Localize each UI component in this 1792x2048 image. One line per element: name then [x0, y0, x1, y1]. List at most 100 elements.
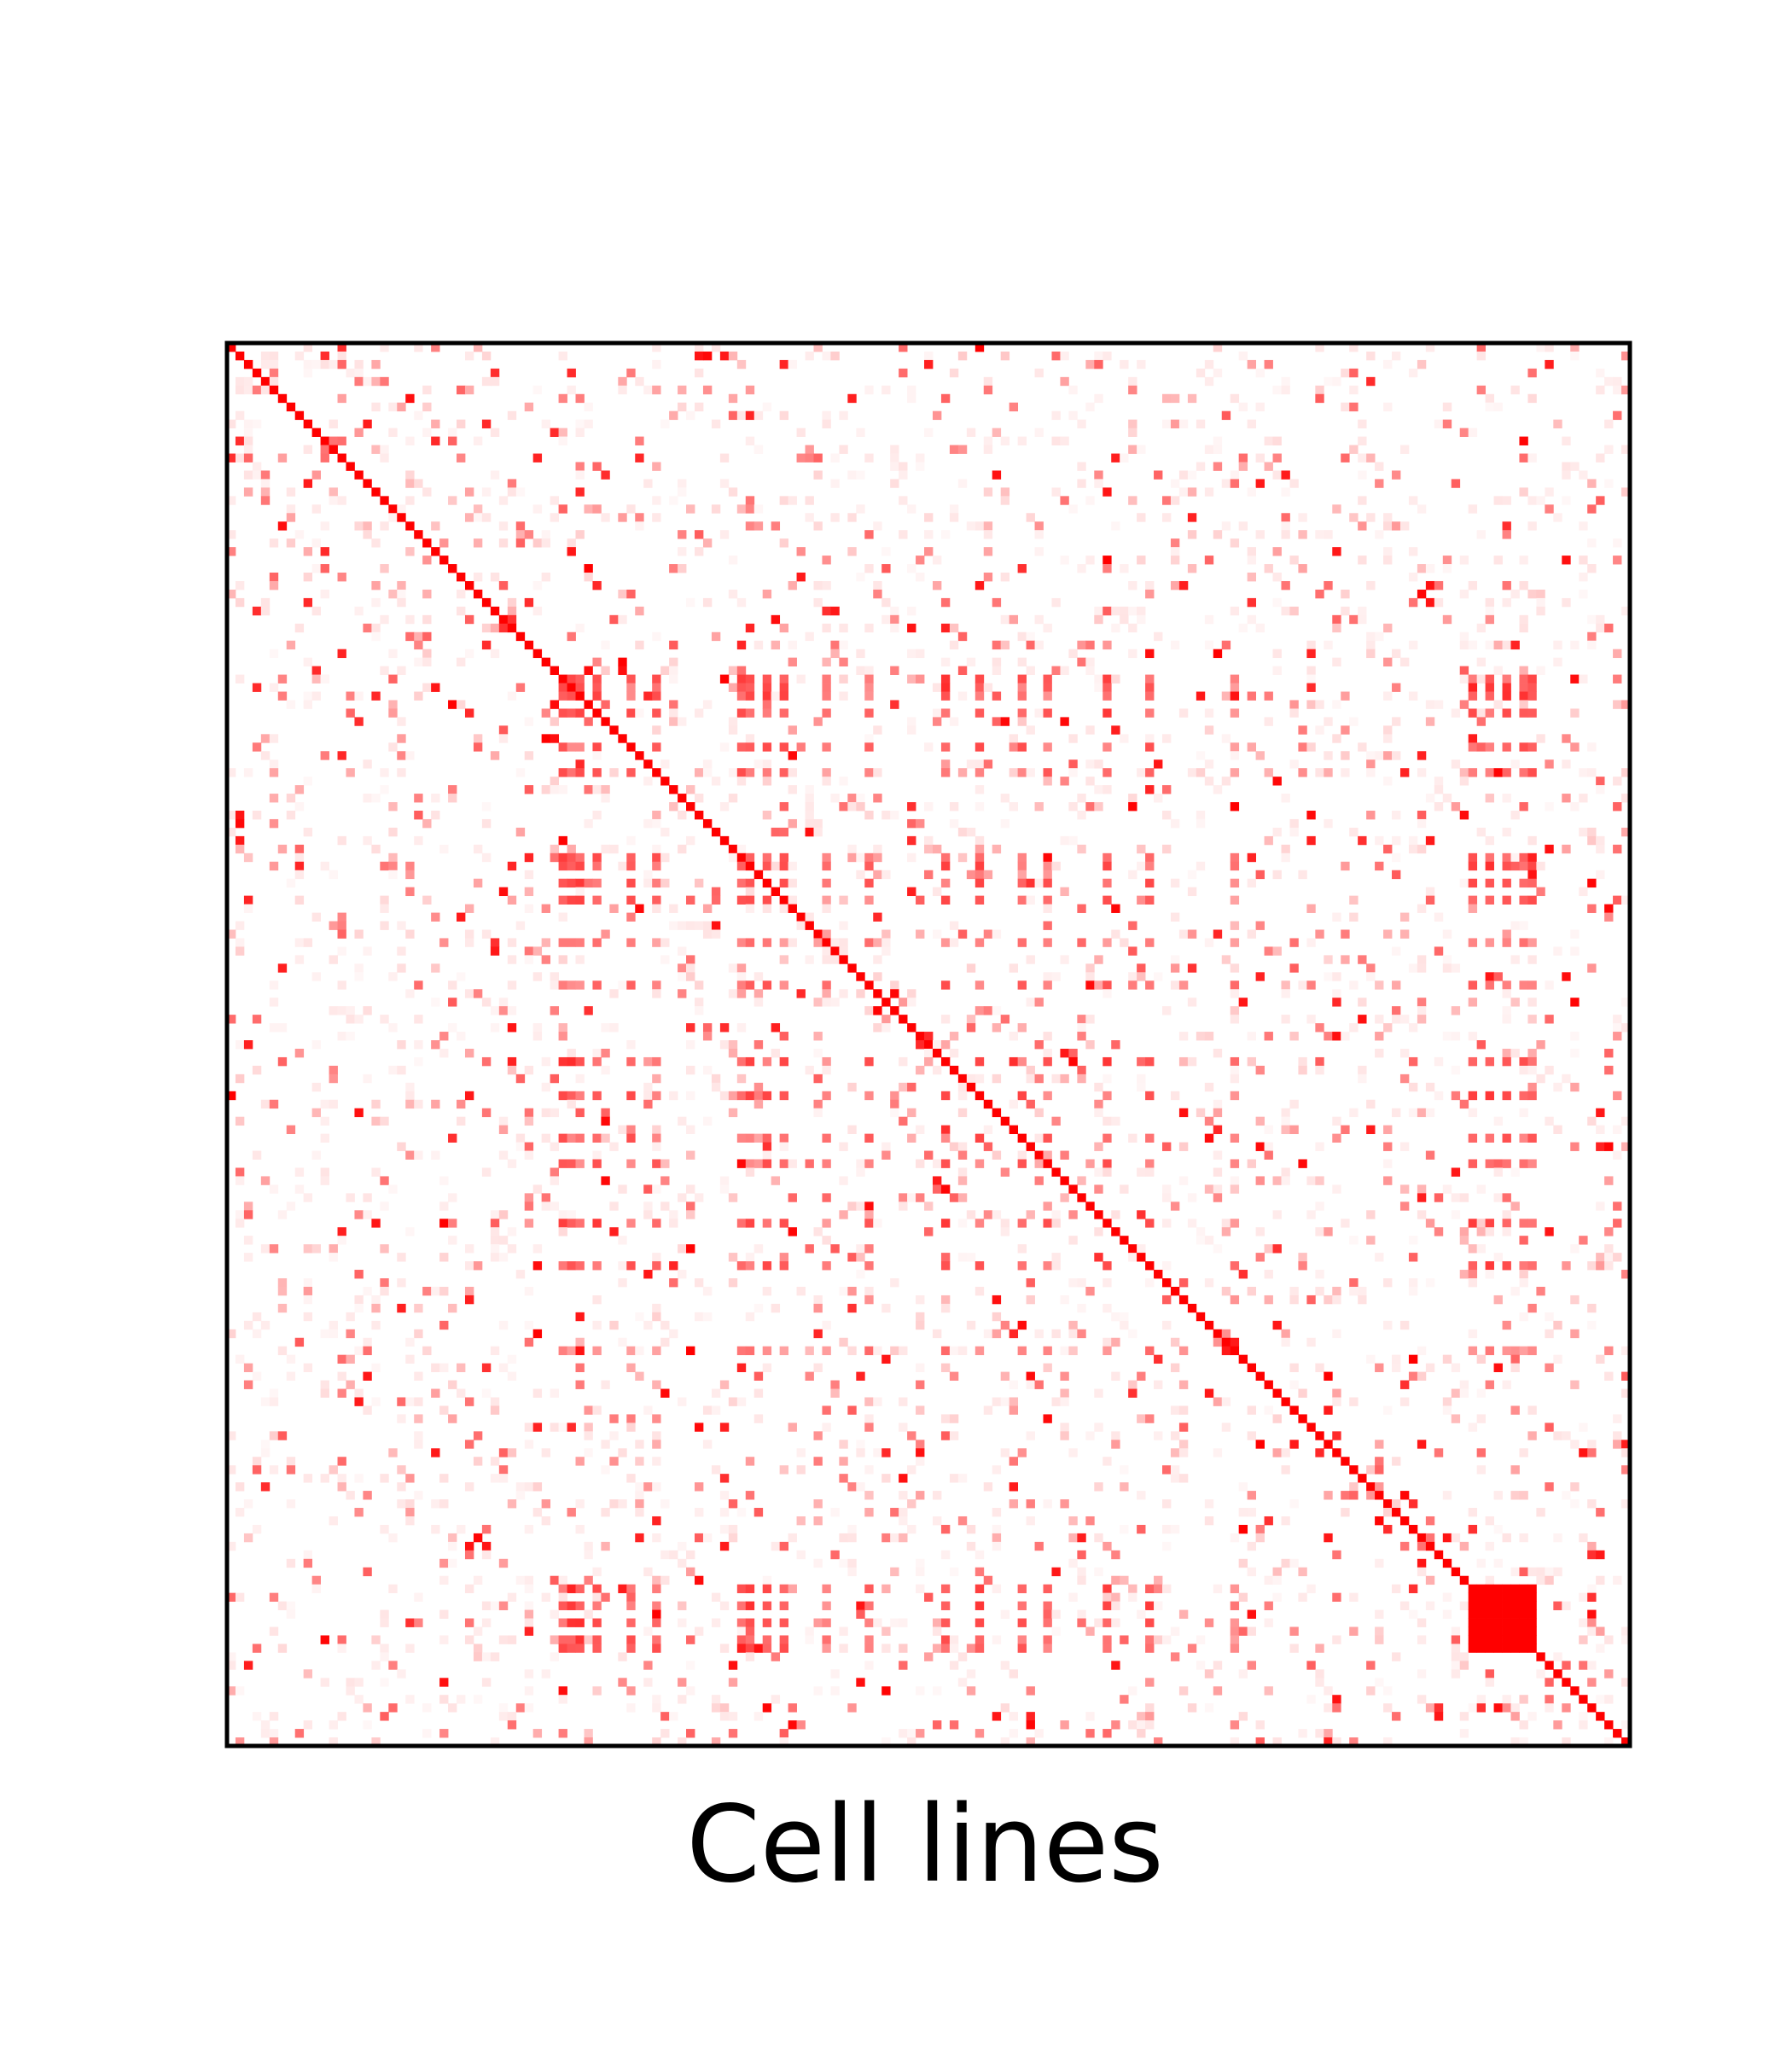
heatmap-cell — [652, 1575, 661, 1585]
heatmap-cell — [1034, 640, 1044, 650]
heatmap-cell — [1272, 1176, 1282, 1185]
heatmap-cell — [856, 649, 865, 659]
heatmap-cell — [601, 1065, 610, 1075]
heatmap-cell — [1026, 1516, 1035, 1526]
heatmap-cell — [405, 1091, 415, 1101]
heatmap-cell — [303, 1720, 313, 1730]
heatmap-cell — [1094, 1482, 1103, 1492]
heatmap-cell — [422, 818, 432, 829]
heatmap-cell — [243, 385, 253, 395]
heatmap-cell — [864, 1244, 874, 1254]
heatmap-cell — [1298, 1261, 1307, 1271]
heatmap-cell — [490, 1474, 500, 1483]
heatmap-cell — [575, 487, 585, 497]
heatmap-cell — [1255, 972, 1265, 981]
heatmap-cell — [1034, 998, 1044, 1007]
heatmap-cell — [422, 589, 432, 599]
heatmap-cell — [1017, 895, 1027, 905]
heatmap-cell — [1204, 1499, 1214, 1509]
heatmap-cell — [575, 938, 585, 947]
heatmap-cell — [464, 708, 474, 718]
heatmap-cell — [1145, 1091, 1155, 1101]
heatmap-cell — [227, 419, 236, 429]
heatmap-cell — [1604, 1695, 1614, 1704]
heatmap-cell — [567, 861, 576, 871]
heatmap-cell — [1536, 1286, 1545, 1296]
heatmap-cell — [1137, 895, 1146, 905]
heatmap-cell — [1366, 376, 1376, 387]
heatmap-cell — [422, 428, 432, 437]
heatmap-cell — [1145, 649, 1155, 659]
heatmap-cell — [1145, 1584, 1155, 1594]
heatmap-cell — [745, 742, 755, 752]
heatmap-cell — [822, 1236, 831, 1245]
heatmap-cell — [397, 1482, 406, 1492]
heatmap-cell — [753, 1371, 764, 1381]
heatmap-cell — [771, 1023, 781, 1033]
heatmap-cell — [1145, 1261, 1155, 1271]
heatmap-cell — [1204, 359, 1214, 369]
heatmap-cell — [873, 580, 882, 591]
heatmap-cell — [1519, 1626, 1528, 1636]
heatmap-cell — [992, 1533, 1002, 1543]
heatmap-cell — [830, 1686, 840, 1696]
heatmap-cell — [1272, 385, 1282, 395]
heatmap-cell — [762, 852, 772, 863]
heatmap-cell — [507, 1371, 517, 1381]
heatmap-cell — [507, 980, 517, 990]
heatmap-cell — [1579, 1720, 1588, 1730]
heatmap-cell — [286, 513, 296, 522]
heatmap-cell — [1476, 1618, 1487, 1627]
heatmap-cell — [1272, 436, 1282, 445]
heatmap-cell — [380, 1286, 389, 1296]
heatmap-cell — [822, 742, 831, 752]
heatmap-cell — [1034, 547, 1044, 556]
heatmap-cell — [388, 1703, 398, 1713]
heatmap-cell — [1187, 768, 1197, 777]
heatmap-cell — [363, 1346, 372, 1356]
heatmap-cell — [243, 1210, 253, 1219]
heatmap-cell — [1493, 700, 1503, 709]
heatmap-cell — [762, 980, 772, 990]
heatmap-cell — [753, 1244, 764, 1254]
heatmap-cell — [286, 811, 296, 820]
heatmap-cell — [711, 504, 721, 514]
heatmap-cell — [618, 1652, 627, 1661]
heatmap-cell — [1579, 1423, 1588, 1432]
heatmap-cell — [813, 1099, 823, 1109]
heatmap-cell — [1502, 597, 1511, 608]
heatmap-cell — [1051, 410, 1061, 421]
heatmap-cell — [695, 1423, 704, 1432]
heatmap-cell — [975, 683, 985, 692]
heatmap-cell — [601, 1176, 610, 1185]
heatmap-cell — [924, 802, 934, 812]
heatmap-cell — [916, 1065, 925, 1075]
heatmap-cell — [584, 402, 593, 412]
heatmap-cell — [1383, 1125, 1393, 1135]
heatmap-cell — [575, 1337, 585, 1347]
heatmap-cell — [719, 1541, 730, 1551]
heatmap-cell — [899, 1491, 908, 1500]
heatmap-cell — [1562, 1431, 1571, 1440]
heatmap-cell — [1221, 1329, 1231, 1339]
heatmap-cell — [1255, 870, 1265, 880]
heatmap-cell — [1238, 521, 1248, 531]
heatmap-cell — [1332, 1695, 1341, 1704]
heatmap-cell — [1358, 453, 1367, 463]
heatmap-cell — [1298, 1414, 1307, 1423]
heatmap-cell — [1255, 1440, 1265, 1449]
heatmap-cell — [1324, 1533, 1333, 1543]
heatmap-cell — [1085, 972, 1095, 981]
heatmap-cell — [1230, 1219, 1240, 1228]
heatmap-cell — [567, 691, 576, 701]
heatmap-cell — [524, 904, 534, 913]
heatmap-cell — [1570, 708, 1580, 718]
heatmap-cell — [856, 504, 865, 514]
heatmap-cell — [303, 1295, 313, 1305]
heatmap-cell — [414, 1040, 423, 1050]
heatmap-cell — [864, 564, 874, 573]
heatmap-cell — [388, 589, 398, 599]
heatmap-cell — [1272, 666, 1282, 675]
heatmap-cell — [736, 878, 747, 888]
heatmap-cell — [1077, 1575, 1086, 1585]
